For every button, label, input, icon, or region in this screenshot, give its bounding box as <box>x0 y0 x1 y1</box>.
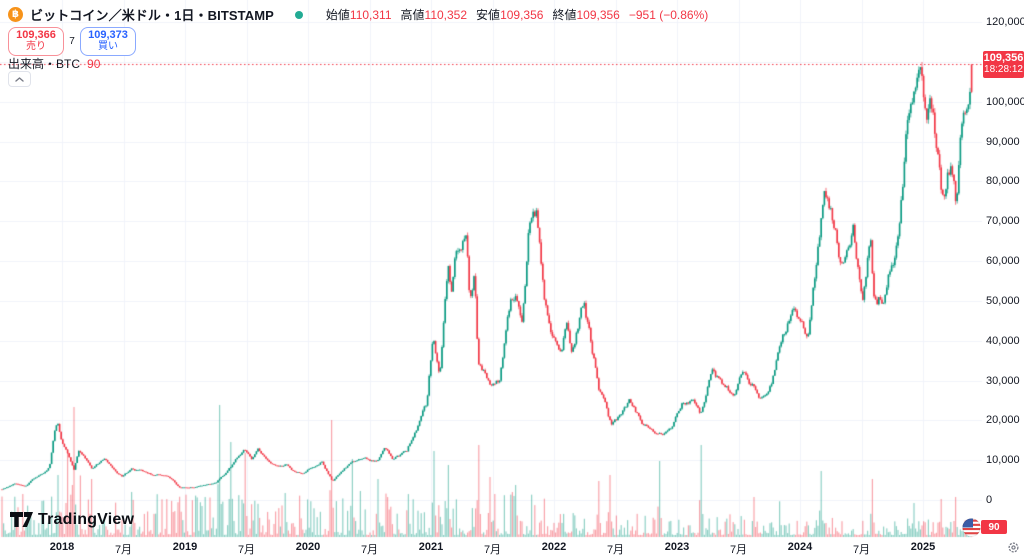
high-value: 110,352 <box>424 8 468 22</box>
close-value: 109,356 <box>576 8 620 22</box>
gear-icon <box>1007 541 1019 553</box>
open-label: 始値 <box>325 8 350 22</box>
low-label: 安値 <box>476 8 501 22</box>
time-scale[interactable]: 2018 7月 2019 7月 2020 7月 2021 7月 2022 7月 2023 7月 2024… <box>0 538 1024 556</box>
spread-value: 7 <box>69 36 75 47</box>
price-tick-label: 40,000 <box>986 334 1020 347</box>
time-tick-label: 7月 <box>483 544 502 556</box>
time-tick-label: 7月 <box>729 544 748 556</box>
us-flag-icon <box>962 518 981 542</box>
price-tick-label: 10,000 <box>986 454 1020 467</box>
time-tick-label: 7月 <box>114 544 133 556</box>
last-price-countdown: 18:28:12 <box>984 64 1023 76</box>
time-tick-label: 2019 <box>172 541 198 553</box>
chevron-up-icon <box>15 76 24 82</box>
symbol-title[interactable]: ビットコイン／米ドル・1日・BITSTAMP <box>30 8 274 23</box>
sell-label: 売り <box>26 41 46 53</box>
buy-label: 買い <box>98 41 118 53</box>
close-label: 終値 <box>552 8 577 22</box>
price-tick-label: 80,000 <box>986 175 1020 188</box>
open-value: 110,311 <box>349 8 392 22</box>
volume-indicator-label[interactable]: 出来高・BTC <box>8 57 81 71</box>
volume-indicator-value: 90 <box>87 56 101 71</box>
time-tick-label: 2022 <box>541 541 567 553</box>
price-tick-label: 100,000 <box>986 95 1024 108</box>
time-tick-label: 2023 <box>664 541 690 553</box>
price-tick-label: 0 <box>986 494 993 506</box>
tradingview-watermark-link[interactable]: TradingView <box>10 511 134 529</box>
tradingview-logo-icon <box>10 511 33 527</box>
price-tick-label: 30,000 <box>986 374 1020 387</box>
time-axis-settings-button[interactable] <box>1005 540 1021 554</box>
market-status-dot <box>294 10 303 19</box>
time-tick-label: 7月 <box>852 544 871 556</box>
volume-axis-badge: 90 <box>981 520 1007 534</box>
buy-button[interactable]: 109,373 買い <box>80 27 136 56</box>
change-value: −951 (−0.86%) <box>628 7 709 22</box>
ohlc-values: 始値110,311 高値110,352 安値109,356 終値109,356 … <box>326 6 708 23</box>
time-tick-label: 2024 <box>787 541 813 553</box>
last-price-value: 109,356 <box>983 52 1024 65</box>
price-tick-label: 70,000 <box>986 215 1020 228</box>
time-tick-label: 2020 <box>295 541 321 553</box>
time-tick-label: 7月 <box>237 544 256 556</box>
price-tick-label: 60,000 <box>986 255 1020 267</box>
chart-legend: ฿ ビットコイン／米ドル・1日・BITSTAMP 始値110,311 高値110… <box>8 6 708 23</box>
time-tick-label: 7月 <box>606 544 625 556</box>
price-scale[interactable]: 120,000110,000100,00090,00080,00070,0006… <box>983 0 1024 538</box>
time-tick-label: 7月 <box>360 544 379 556</box>
trade-panel: 109,366 売り 7 109,373 買い <box>8 27 136 56</box>
last-price-label: 109,356 18:28:12 <box>983 51 1024 79</box>
time-tick-label: 2021 <box>418 541 444 553</box>
price-tick-label: 90,000 <box>986 135 1020 148</box>
low-value: 109,356 <box>500 8 544 22</box>
bitcoin-icon: ฿ <box>8 7 23 22</box>
watermark-text: TradingView <box>38 511 135 528</box>
time-tick-label: 2025 <box>910 541 936 553</box>
sell-price: 109,366 <box>16 29 56 42</box>
price-tick-label: 120,000 <box>986 16 1024 28</box>
time-tick-label: 2018 <box>49 541 75 553</box>
buy-price: 109,373 <box>88 29 128 42</box>
high-label: 高値 <box>400 8 425 22</box>
price-tick-label: 50,000 <box>986 294 1020 307</box>
volume-indicator-row: 出来高・BTC 90 <box>8 55 100 72</box>
sell-button[interactable]: 109,366 売り <box>8 27 64 56</box>
price-tick-label: 20,000 <box>986 414 1020 427</box>
pane-collapse-button[interactable] <box>8 71 31 87</box>
